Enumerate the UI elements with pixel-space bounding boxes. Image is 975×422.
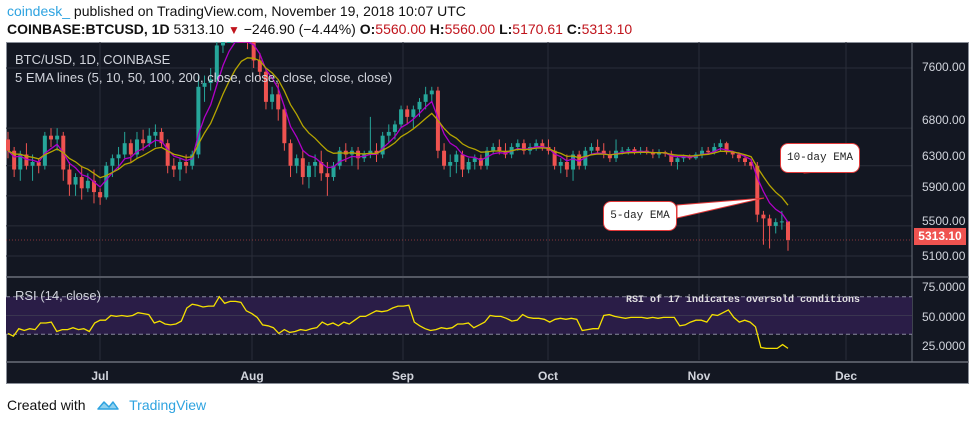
- x-tick-dec: Dec: [834, 369, 858, 383]
- chart-legend-title: BTC/USD, 1D, COINBASE: [15, 52, 171, 67]
- price-tick: 6300.00: [922, 149, 966, 163]
- x-tick-aug: Aug: [240, 369, 264, 383]
- x-tick-oct: Oct: [537, 369, 559, 383]
- price-tick: 5500.00: [922, 214, 966, 228]
- footer: Created with TradingView: [7, 397, 206, 414]
- high-label: H:: [429, 21, 445, 37]
- last-price: 5313.10: [173, 21, 225, 37]
- price-tick: 5100.00: [922, 249, 966, 263]
- x-tick-nov: Nov: [687, 369, 711, 383]
- open-value: 5560.00: [375, 21, 426, 37]
- rsi-legend: RSI (14, close): [15, 288, 101, 303]
- rsi-tick: 50.0000: [922, 310, 966, 324]
- publisher-link[interactable]: coindesk_: [7, 3, 71, 19]
- rsi-tick: 25.0000: [922, 339, 966, 353]
- price-tick: 6800.00: [922, 113, 966, 127]
- last-price-tag: 5313.10: [914, 228, 966, 245]
- high-value: 5560.00: [444, 21, 496, 37]
- published-text: published on TradingView.com, November 1…: [70, 3, 466, 19]
- symbol-label: COINBASE:BTCUSD, 1D: [7, 21, 170, 37]
- ema-legend: 5 EMA lines (5, 10, 50, 100, 200, close,…: [15, 70, 393, 85]
- symbol-info: COINBASE:BTCUSD, 1D 5313.10 ▼ −246.90 (−…: [7, 21, 632, 37]
- close-label: C:: [566, 21, 582, 37]
- x-tick-jul: Jul: [91, 369, 109, 383]
- open-label: O:: [359, 21, 376, 37]
- triangle-down-icon: ▼: [227, 23, 240, 37]
- low-value: 5170.61: [512, 21, 563, 37]
- callout-10-day-ema: 10-day EMA: [780, 143, 860, 173]
- chart-canvas[interactable]: [6, 42, 969, 384]
- price-tick: 5900.00: [922, 180, 966, 194]
- created-with-text: Created with: [7, 397, 86, 413]
- publish-info: coindesk_ published on TradingView.com, …: [7, 3, 466, 19]
- rsi-tick: 75.0000: [922, 280, 966, 294]
- price-change: −246.90 (−4.44%): [243, 21, 356, 37]
- tradingview-link[interactable]: TradingView: [129, 397, 207, 413]
- low-label: L:: [499, 21, 513, 37]
- x-tick-sep: Sep: [391, 369, 415, 383]
- rsi-annotation: RSI of 17 indicates oversold conditions: [626, 295, 861, 306]
- callout-5-day-ema: 5-day EMA: [603, 201, 677, 231]
- tradingview-logo-icon: [97, 398, 120, 414]
- price-tick: 7600.00: [922, 60, 966, 74]
- close-value: 5313.10: [581, 21, 633, 37]
